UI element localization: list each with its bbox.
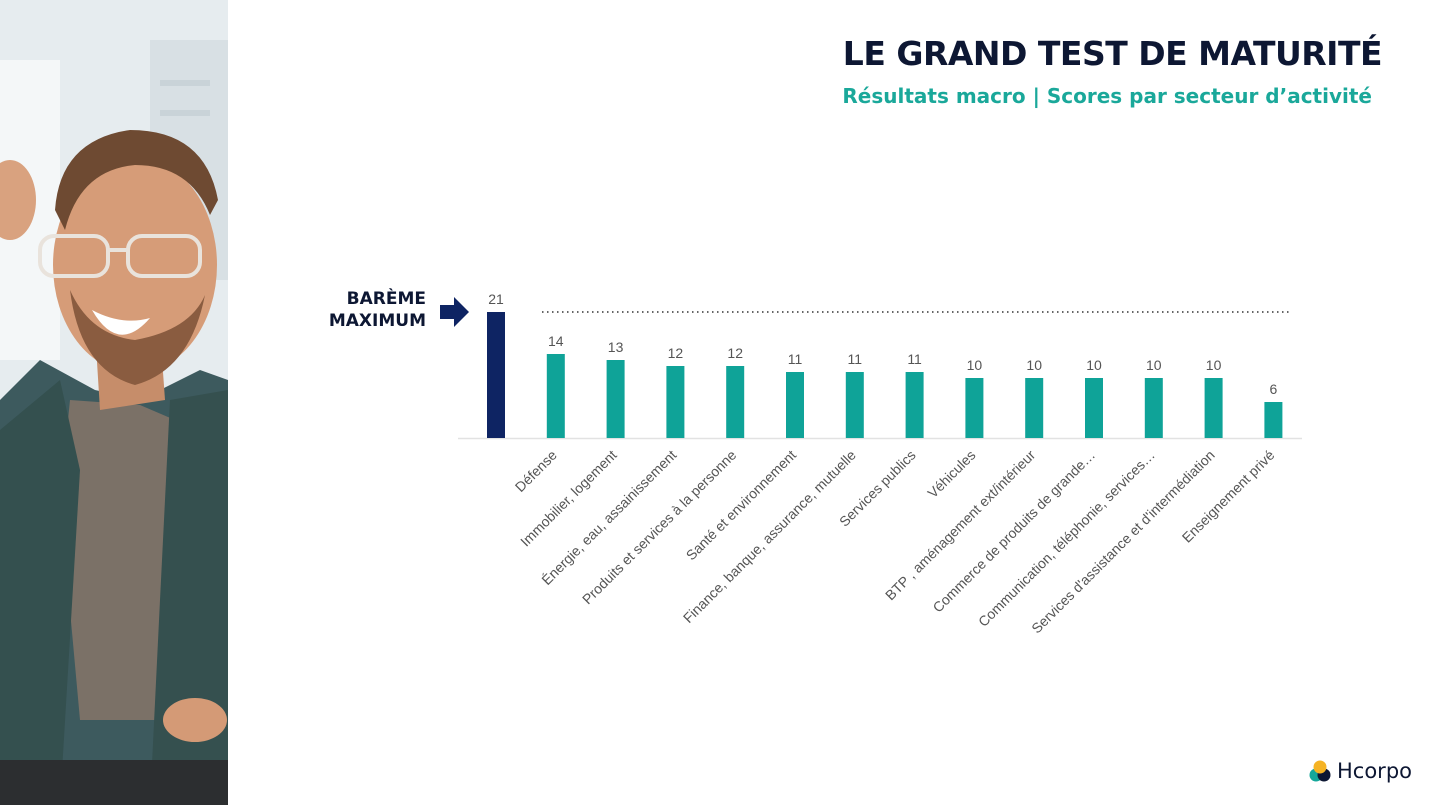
bareme-line-1: BARÈME [346, 289, 426, 309]
bar-value-label: 11 [907, 351, 922, 367]
bar [1085, 378, 1103, 438]
bar-value-label: 6 [1270, 381, 1278, 397]
bar-value-label: 10 [1086, 357, 1102, 373]
bar-value-label: 10 [1206, 357, 1222, 373]
bar-value-label: 10 [967, 357, 983, 373]
bar [726, 366, 745, 438]
bar [606, 360, 625, 438]
bar [487, 312, 505, 438]
category-tick-label: Véhicules [924, 447, 978, 501]
bar [845, 372, 864, 438]
bar [546, 354, 565, 438]
bar-value-label: 11 [788, 351, 803, 367]
bar-value-label: 11 [848, 351, 863, 367]
page-subtitle: Résultats macro | Scores par secteur d’a… [842, 84, 1372, 108]
bar [666, 366, 685, 438]
hcorpo-logo-icon [1309, 760, 1331, 782]
bar-value-label: 21 [488, 291, 504, 307]
bar [1025, 378, 1044, 438]
bar [965, 378, 984, 438]
bar [905, 372, 924, 438]
bar [1204, 378, 1223, 438]
logo-text: Hcorpo [1337, 759, 1412, 783]
bar-value-label: 12 [668, 345, 684, 361]
bar [786, 372, 804, 438]
bar [1144, 378, 1163, 438]
hcorpo-logo: Hcorpo [1307, 759, 1412, 783]
smiling-man-illustration [0, 0, 228, 805]
arrow-right-icon [440, 297, 469, 327]
bareme-line-2: MAXIMUM [328, 311, 426, 331]
bar-value-label: 13 [608, 339, 624, 355]
hero-photo [0, 0, 228, 805]
page-title: LE GRAND TEST DE MATURITÉ [842, 34, 1383, 73]
bar-value-label: 14 [548, 333, 564, 349]
category-tick-label: Santé et environnement [683, 447, 800, 564]
bar [1264, 402, 1283, 438]
bar-value-label: 10 [1026, 357, 1042, 373]
bareme-maximum-label: BARÈME MAXIMUM [300, 288, 426, 332]
bar-value-label: 12 [727, 345, 743, 361]
category-tick-label: Défense [512, 447, 560, 495]
bar-value-label: 10 [1146, 357, 1162, 373]
